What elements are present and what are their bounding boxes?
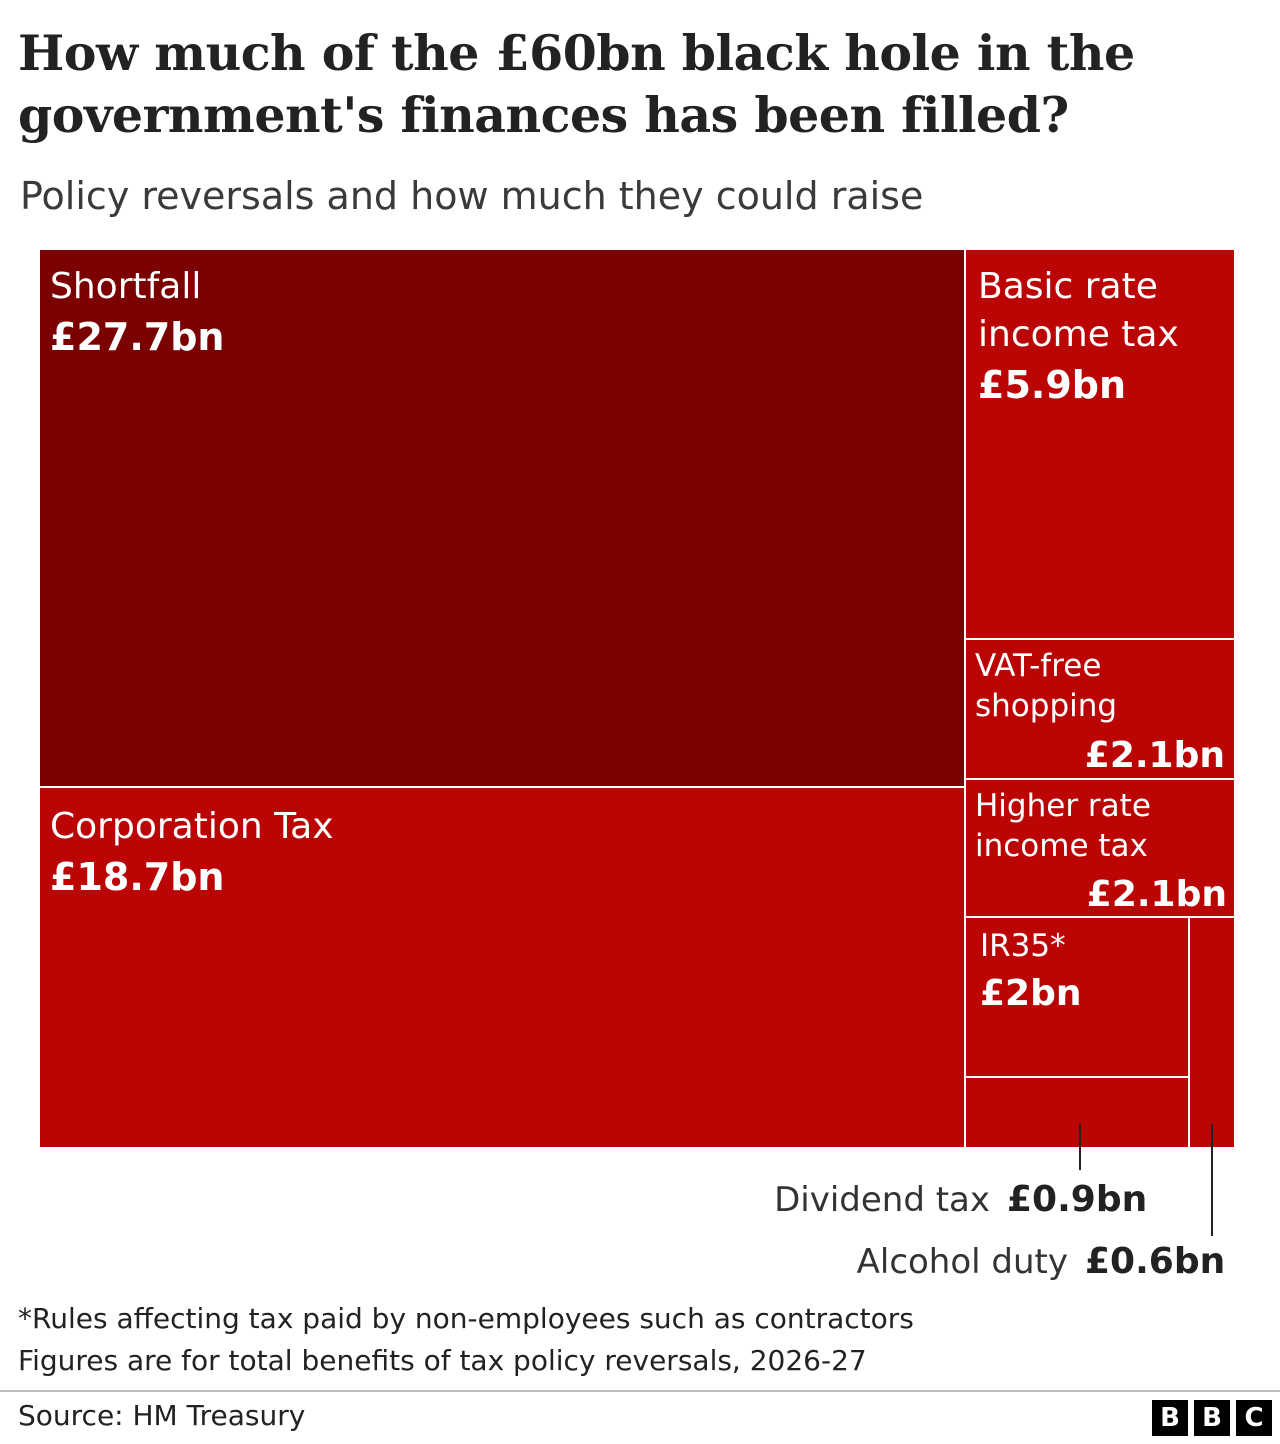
footnote: *Rules affecting tax paid by non-employe… [18,1302,914,1335]
logo-letter-b2: B [1194,1400,1230,1436]
tile-dividend-tax [964,1076,1190,1149]
value-dividend-tax: £0.9bn [1007,1179,1147,1220]
label-higher-rate-line-1: Higher rate [975,788,1151,824]
label-shortfall: Shortfall [50,266,201,307]
logo-letter-b1: B [1152,1400,1188,1436]
value-ir35: £2bn [980,973,1082,1014]
logo-letter-c: C [1236,1400,1272,1436]
label-vat-free-line-2: shopping [975,688,1117,724]
label-corporation-tax: Corporation Tax [50,806,334,847]
bbc-logo: B B C [1152,1400,1272,1436]
value-higher-rate-income-tax: £2.1bn [1087,874,1227,915]
treemap-chart: Shortfall £27.7bn Corporation Tax £18.7b… [38,248,1236,1282]
chart-title: How much of the £60bn black hole in the … [18,24,1135,144]
value-corporation-tax: £18.7bn [50,855,224,899]
value-shortfall: £27.7bn [50,315,224,359]
chart-subtitle: Policy reversals and how much they could… [20,174,924,218]
value-vat-free-shopping: £2.1bn [1085,735,1225,776]
label-higher-rate-line-2: income tax [975,828,1148,864]
tile-alcohol-duty [1188,916,1236,1149]
label-dividend-tax: Dividend tax [774,1180,990,1220]
value-alcohol-duty: £0.6bn [1085,1241,1225,1282]
label-ir35: IR35* [980,928,1066,964]
footer-divider [0,1390,1280,1392]
tile-basic-rate-income-tax [964,248,1236,640]
tile-corporation-tax [38,786,966,1149]
source-credit: Source: HM Treasury [18,1399,306,1432]
value-basic-rate-income-tax: £5.9bn [978,363,1126,407]
figures-note: Figures are for total benefits of tax po… [18,1344,867,1377]
label-basic-rate-line-1: Basic rate [978,266,1158,307]
label-vat-free-line-1: VAT-free [975,648,1101,684]
label-alcohol-duty: Alcohol duty [857,1242,1068,1282]
label-basic-rate-line-2: income tax [978,314,1179,355]
